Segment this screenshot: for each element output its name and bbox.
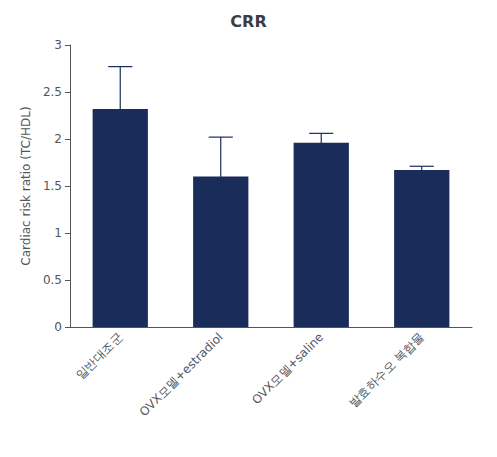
svg-text:일반대조군: 일반대조군 [73, 330, 125, 382]
svg-text:0.5: 0.5 [43, 273, 62, 287]
svg-text:CRR: CRR [230, 12, 266, 31]
svg-text:발효하수오 복합물: 발효하수오 복합물 [346, 330, 426, 410]
svg-text:1: 1 [54, 226, 62, 240]
svg-text:2.5: 2.5 [43, 85, 62, 99]
svg-text:OVX모델+saline: OVX모델+saline [249, 330, 326, 407]
svg-text:1.5: 1.5 [43, 179, 62, 193]
svg-text:Cardiac risk ratio (TC/HDL): Cardiac risk ratio (TC/HDL) [19, 106, 33, 265]
svg-text:OVX모델+estradiol: OVX모델+estradiol [137, 330, 226, 419]
svg-text:0: 0 [54, 320, 62, 334]
svg-text:2: 2 [54, 132, 62, 146]
svg-text:3: 3 [54, 38, 62, 52]
